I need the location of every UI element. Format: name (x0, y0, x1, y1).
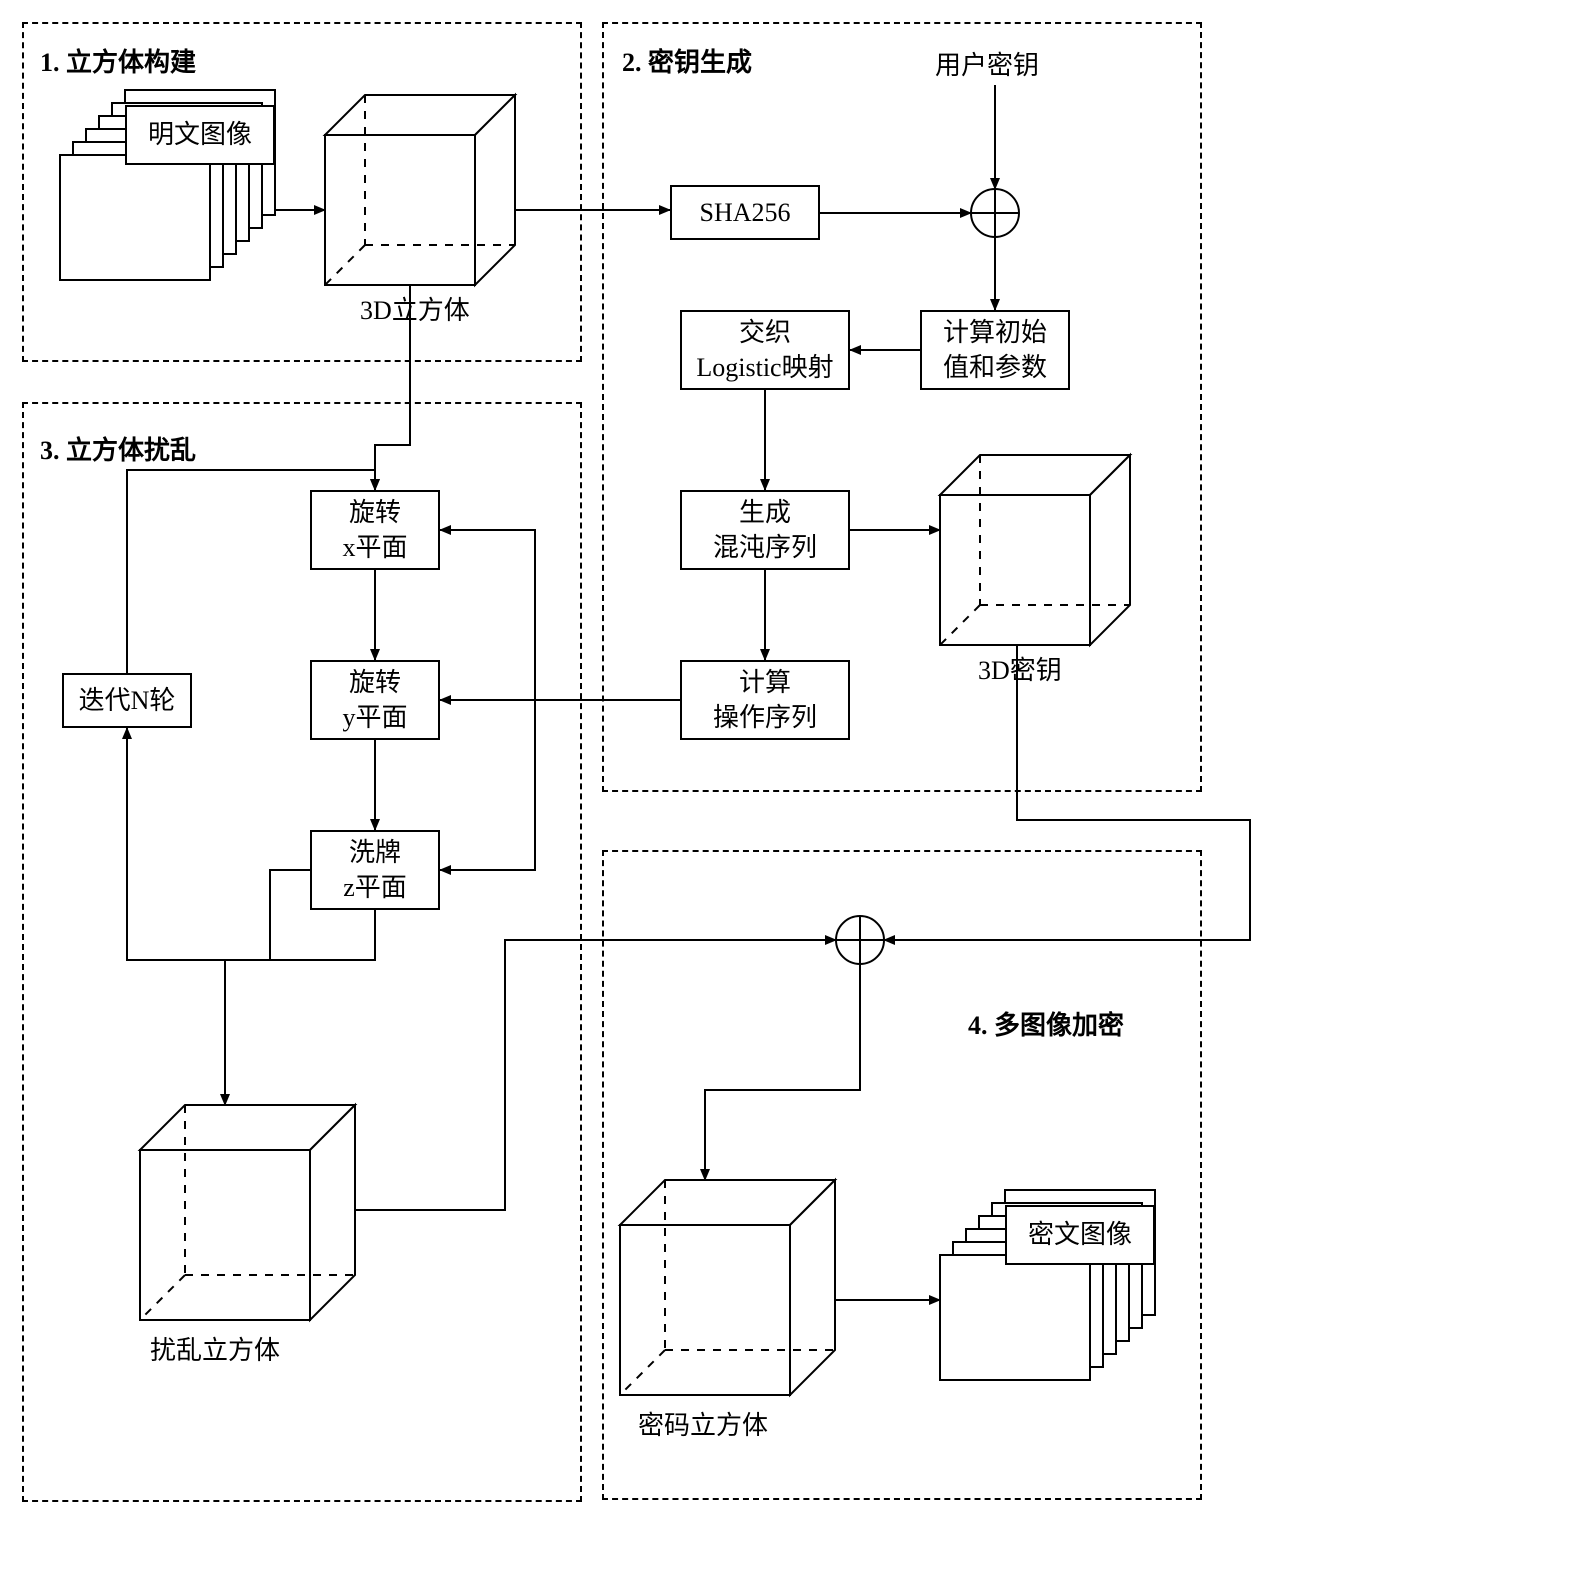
box-roty-l1: 旋转 (349, 665, 401, 700)
label-3d-cube: 3D立方体 (360, 290, 470, 327)
box-rotate-y: 旋转 y平面 (310, 660, 440, 740)
section-1-label: 1. 立方体构建 (40, 42, 196, 79)
box-sha256: SHA256 (670, 185, 820, 240)
box-calc-init: 计算初始 值和参数 (920, 310, 1070, 390)
box-gen-chaos: 生成 混沌序列 (680, 490, 850, 570)
box-shufz-l2: z平面 (343, 870, 407, 905)
box-itern-label: 迭代N轮 (79, 683, 176, 718)
box-calc-ops-l1: 计算 (739, 665, 791, 700)
label-disturb-cube: 扰乱立方体 (150, 1330, 280, 1367)
box-calc-ops: 计算 操作序列 (680, 660, 850, 740)
box-rotx-l1: 旋转 (349, 495, 401, 530)
box-gen-chaos-l1: 生成 (739, 495, 791, 530)
box-plaintext-image: 明文图像 (125, 105, 275, 165)
flowchart-canvas: 1. 立方体构建 2. 密钥生成 3. 立方体扰乱 4. 多图像加密 明文图像 … (0, 0, 1596, 1581)
box-cipher-label: 密文图像 (1028, 1217, 1132, 1252)
box-plaintext-label: 明文图像 (148, 117, 252, 152)
box-sha256-label: SHA256 (699, 195, 790, 230)
box-interleave-l2: Logistic映射 (696, 350, 833, 385)
section-4-multi-encrypt (602, 850, 1202, 1500)
section-3-cube-disturb (22, 402, 582, 1502)
box-rotate-x: 旋转 x平面 (310, 490, 440, 570)
box-iterate-n: 迭代N轮 (62, 673, 192, 728)
label-cipher-cube: 密码立方体 (638, 1405, 768, 1442)
box-calc-init-l1: 计算初始 (943, 315, 1047, 350)
box-rotx-l2: x平面 (342, 530, 407, 565)
box-shuffle-z: 洗牌 z平面 (310, 830, 440, 910)
label-3d-key: 3D密钥 (978, 650, 1062, 687)
box-calc-init-l2: 值和参数 (943, 350, 1047, 385)
box-shufz-l1: 洗牌 (349, 835, 401, 870)
section-4-label: 4. 多图像加密 (968, 1005, 1124, 1042)
box-interleave-logistic: 交织 Logistic映射 (680, 310, 850, 390)
box-ciphertext-image: 密文图像 (1005, 1205, 1155, 1265)
section-2-label: 2. 密钥生成 (622, 42, 752, 79)
section-3-label: 3. 立方体扰乱 (40, 430, 196, 467)
box-roty-l2: y平面 (342, 700, 407, 735)
box-calc-ops-l2: 操作序列 (713, 700, 817, 735)
label-user-key: 用户密钥 (935, 45, 1039, 82)
box-interleave-l1: 交织 (739, 315, 791, 350)
box-gen-chaos-l2: 混沌序列 (713, 530, 817, 565)
